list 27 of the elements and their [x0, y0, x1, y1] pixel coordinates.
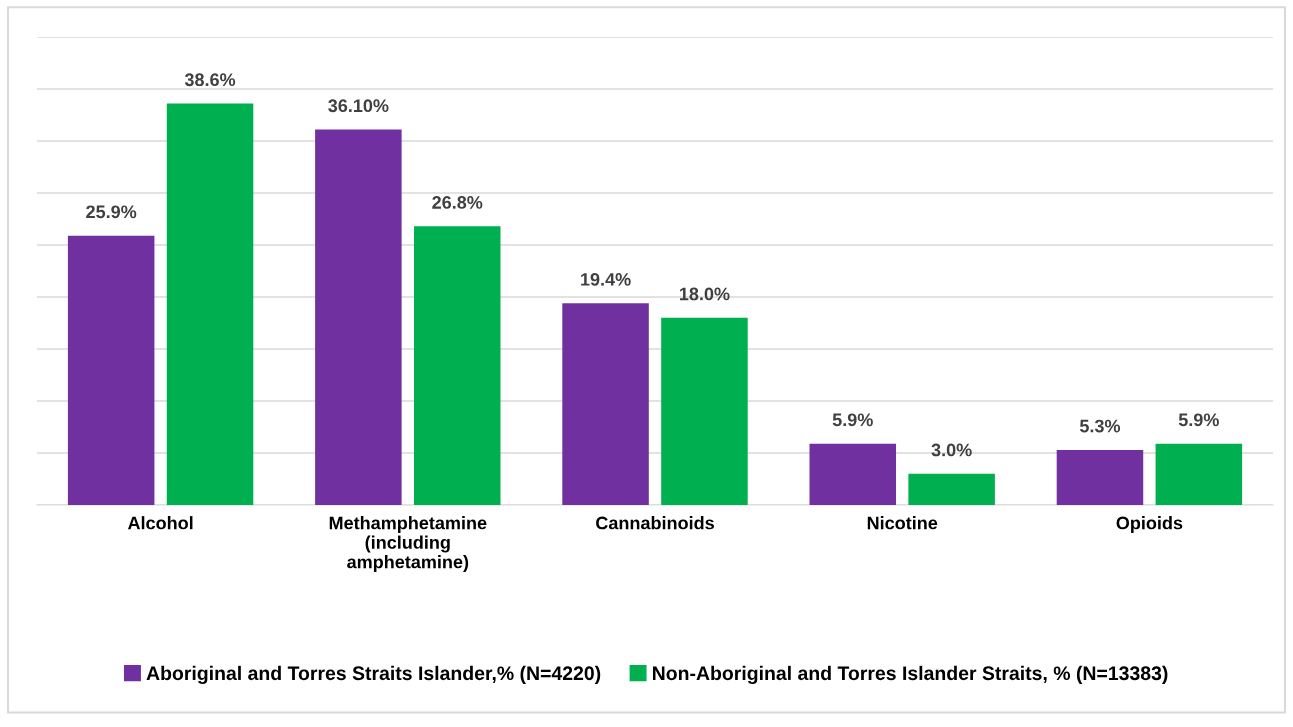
data-label: 3.0% — [931, 443, 972, 457]
bar — [908, 473, 995, 505]
x-tick-label: Nicotine — [867, 516, 938, 530]
data-label: 5.9% — [1178, 413, 1219, 427]
x-tick-label: Methamphetamine (including amphetamine) — [329, 516, 487, 572]
bar — [562, 303, 649, 505]
bar — [1155, 443, 1243, 505]
data-label: 18.0% — [679, 287, 730, 301]
data-label: 38.6% — [184, 73, 236, 87]
x-tick-label: Cannabinoids — [596, 516, 714, 530]
bar — [315, 129, 402, 505]
data-label: 25.9% — [86, 205, 137, 219]
data-label: 36.10% — [328, 99, 389, 113]
legend-label: Non-Aboriginal and Torres Islander Straits, % (N=13383) — [653, 665, 1168, 685]
x-tick-label: Opioids — [1116, 516, 1183, 533]
bar — [413, 226, 501, 505]
x-tick-label: Alcohol — [127, 516, 193, 530]
bar — [67, 235, 155, 505]
data-label: 19.4% — [581, 273, 631, 286]
bar — [1056, 449, 1144, 505]
bar — [809, 443, 897, 505]
legend-label: Aboriginal and Torres Straits Islander,% (N=4220) — [146, 665, 601, 685]
data-label: 5.9% — [832, 413, 873, 427]
data-label: 26.8% — [432, 196, 483, 209]
bar — [166, 103, 254, 505]
data-label: 5.3% — [1079, 419, 1121, 433]
bar — [661, 317, 748, 505]
